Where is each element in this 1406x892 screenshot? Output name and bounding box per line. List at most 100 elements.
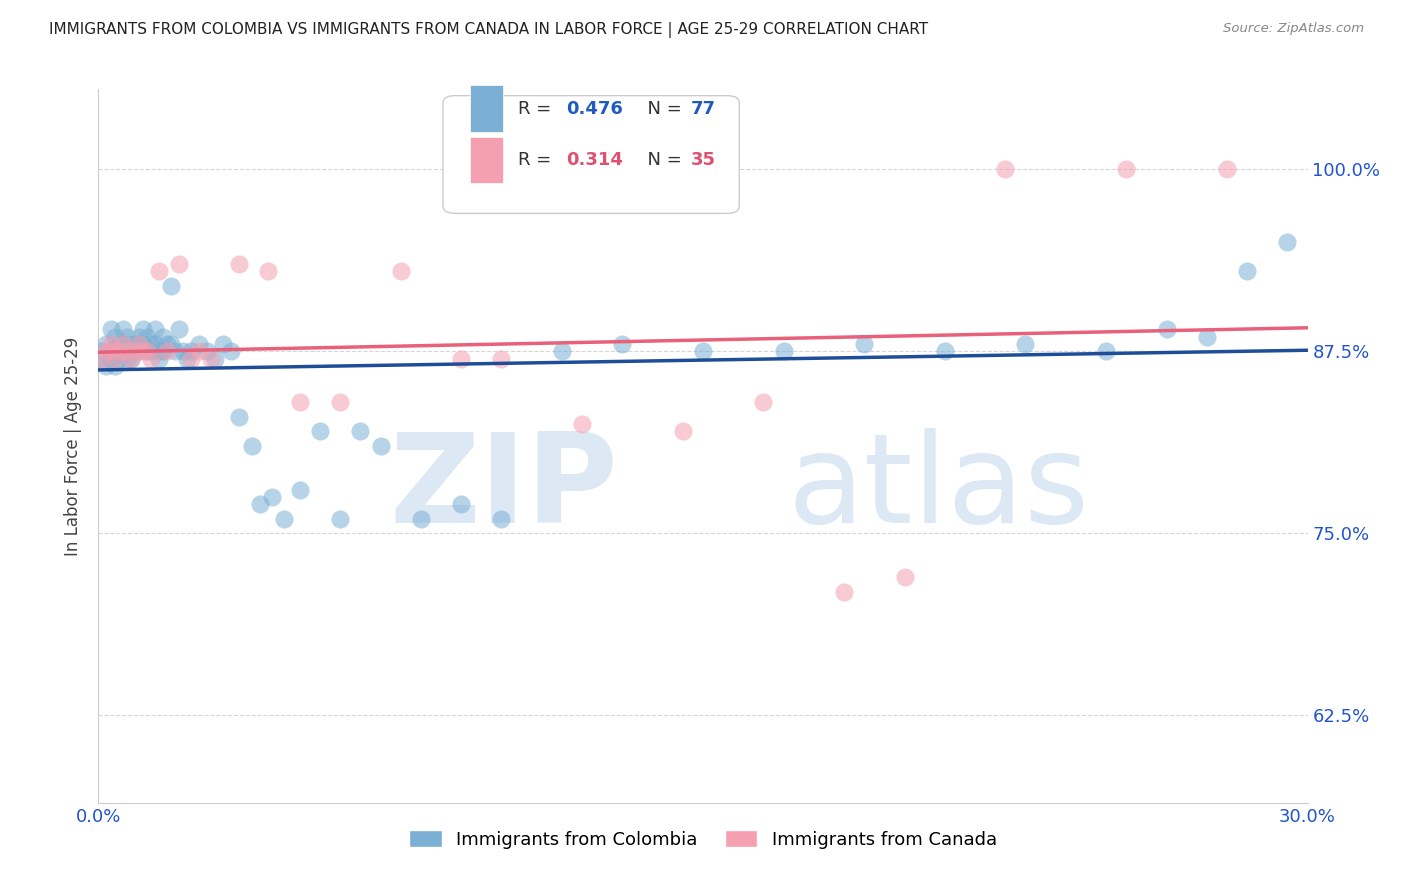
- Point: [188, 344, 211, 359]
- Point: [124, 344, 146, 359]
- Point: [115, 351, 138, 366]
- Point: [156, 337, 179, 351]
- Point: [450, 351, 472, 366]
- Point: [188, 337, 211, 351]
- Point: [1115, 162, 1137, 177]
- Point: [167, 257, 190, 271]
- Point: [148, 264, 170, 278]
- Point: [132, 344, 155, 359]
- Point: [1195, 330, 1218, 344]
- Point: [167, 322, 190, 336]
- Point: [120, 337, 142, 351]
- Y-axis label: In Labor Force | Age 25-29: In Labor Force | Age 25-29: [65, 336, 83, 556]
- Point: [139, 351, 162, 366]
- Point: [124, 344, 146, 359]
- Point: [152, 344, 174, 359]
- Point: [143, 337, 166, 351]
- Point: [128, 337, 150, 351]
- Point: [260, 490, 283, 504]
- Point: [91, 344, 114, 359]
- Point: [256, 264, 278, 278]
- Point: [135, 344, 157, 359]
- Point: [100, 344, 122, 359]
- FancyBboxPatch shape: [470, 137, 503, 184]
- Point: [111, 337, 134, 351]
- Point: [349, 425, 371, 439]
- Point: [329, 512, 352, 526]
- Point: [212, 337, 235, 351]
- Point: [309, 425, 332, 439]
- Point: [409, 512, 432, 526]
- Point: [103, 351, 125, 366]
- Text: R =: R =: [517, 152, 557, 169]
- Point: [571, 417, 593, 432]
- Point: [111, 322, 134, 336]
- Point: [195, 344, 218, 359]
- Point: [228, 409, 250, 424]
- Point: [1236, 264, 1258, 278]
- Point: [249, 497, 271, 511]
- Point: [240, 439, 263, 453]
- Point: [100, 322, 122, 336]
- Point: [612, 337, 634, 351]
- FancyBboxPatch shape: [443, 95, 740, 213]
- Point: [103, 344, 125, 359]
- Point: [156, 344, 179, 359]
- Point: [551, 344, 574, 359]
- Point: [120, 351, 142, 366]
- Point: [148, 344, 170, 359]
- Point: [672, 425, 695, 439]
- Point: [152, 330, 174, 344]
- Point: [832, 584, 855, 599]
- Point: [204, 351, 226, 366]
- Text: atlas: atlas: [787, 428, 1090, 549]
- Point: [752, 395, 775, 409]
- Point: [100, 351, 122, 366]
- Point: [288, 483, 311, 497]
- Point: [160, 278, 183, 293]
- Point: [107, 337, 129, 351]
- Point: [135, 344, 157, 359]
- Point: [200, 351, 222, 366]
- Point: [139, 337, 162, 351]
- Point: [1156, 322, 1178, 336]
- Legend: Immigrants from Colombia, Immigrants from Canada: Immigrants from Colombia, Immigrants fro…: [401, 822, 1005, 858]
- Point: [120, 351, 142, 366]
- Point: [160, 337, 183, 351]
- Point: [135, 330, 157, 344]
- Point: [893, 570, 915, 584]
- Point: [221, 344, 243, 359]
- Text: N =: N =: [637, 100, 688, 118]
- Point: [107, 344, 129, 359]
- Point: [115, 344, 138, 359]
- Text: 0.476: 0.476: [567, 100, 623, 118]
- Point: [772, 344, 794, 359]
- Text: Source: ZipAtlas.com: Source: ZipAtlas.com: [1223, 22, 1364, 36]
- Text: 77: 77: [690, 100, 716, 118]
- Point: [111, 344, 134, 359]
- Point: [91, 351, 114, 366]
- Text: ZIP: ZIP: [389, 428, 619, 549]
- Point: [139, 344, 162, 359]
- Text: IMMIGRANTS FROM COLOMBIA VS IMMIGRANTS FROM CANADA IN LABOR FORCE | AGE 25-29 CO: IMMIGRANTS FROM COLOMBIA VS IMMIGRANTS F…: [49, 22, 928, 38]
- Point: [132, 322, 155, 336]
- Point: [389, 264, 412, 278]
- Point: [91, 351, 114, 366]
- Point: [1095, 344, 1118, 359]
- Point: [450, 497, 472, 511]
- Point: [180, 344, 202, 359]
- Point: [96, 359, 118, 373]
- Point: [128, 344, 150, 359]
- Point: [1014, 337, 1036, 351]
- Point: [180, 351, 202, 366]
- Point: [96, 344, 118, 359]
- Point: [120, 344, 142, 359]
- Text: 0.314: 0.314: [567, 152, 623, 169]
- Point: [103, 359, 125, 373]
- Point: [1277, 235, 1299, 249]
- Point: [143, 322, 166, 336]
- Point: [172, 344, 194, 359]
- Text: N =: N =: [637, 152, 688, 169]
- Point: [103, 330, 125, 344]
- Point: [853, 337, 876, 351]
